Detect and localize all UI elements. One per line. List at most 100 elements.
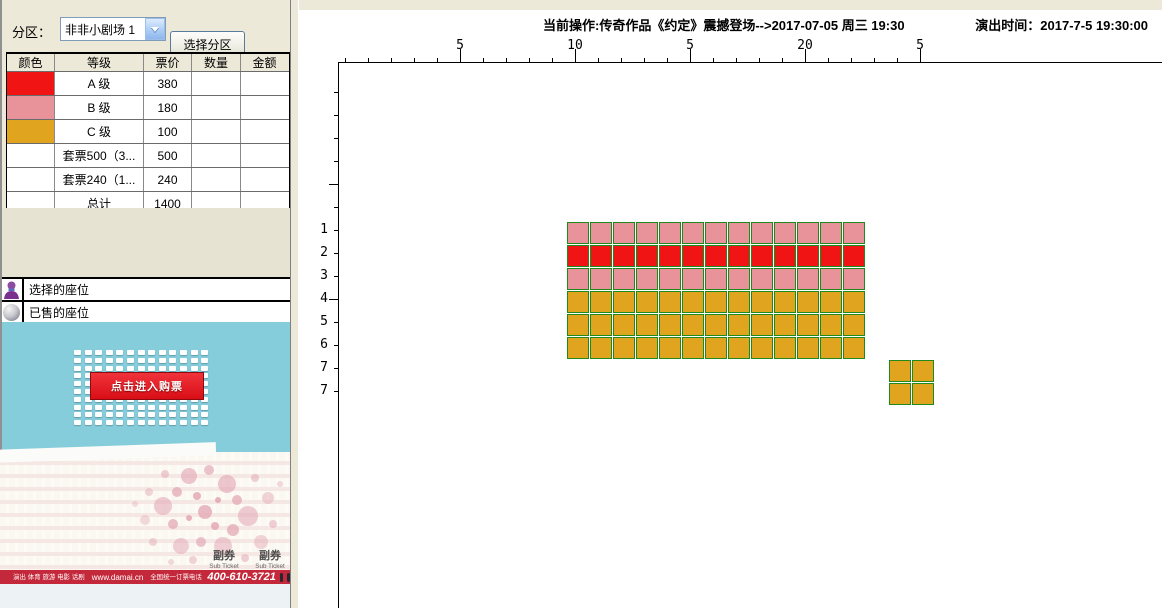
seat[interactable] <box>705 314 727 336</box>
promo-dot <box>127 404 134 410</box>
seat[interactable] <box>820 291 842 313</box>
seat[interactable] <box>613 314 635 336</box>
promo-dot <box>190 412 198 418</box>
seat[interactable] <box>567 245 589 267</box>
table-row: 套票500（3... 500 <box>7 143 289 167</box>
seat[interactable] <box>774 222 796 244</box>
seat[interactable] <box>613 291 635 313</box>
seat[interactable] <box>682 268 704 290</box>
seat[interactable] <box>820 245 842 267</box>
seat[interactable] <box>751 291 773 313</box>
seat[interactable] <box>613 222 635 244</box>
seat[interactable] <box>590 314 612 336</box>
seat[interactable] <box>774 337 796 359</box>
seat[interactable] <box>590 291 612 313</box>
seat[interactable] <box>797 268 819 290</box>
seat[interactable] <box>843 291 865 313</box>
seat[interactable] <box>636 337 658 359</box>
seat[interactable] <box>728 291 750 313</box>
seat[interactable] <box>820 268 842 290</box>
seat[interactable] <box>567 222 589 244</box>
seat[interactable] <box>774 245 796 267</box>
seat[interactable] <box>797 314 819 336</box>
dropdown-arrow-button[interactable] <box>145 18 165 40</box>
top-ruler-label: 10 <box>567 38 583 53</box>
seat[interactable] <box>751 314 773 336</box>
seat[interactable] <box>682 314 704 336</box>
enter-purchase-button[interactable]: 点击进入购票 <box>90 372 204 400</box>
partition-row: 分区： 非非小剧场 1 选择分区 <box>0 14 290 58</box>
seat[interactable] <box>843 314 865 336</box>
seat[interactable] <box>912 360 934 382</box>
seat[interactable] <box>797 337 819 359</box>
seat[interactable] <box>682 337 704 359</box>
seat[interactable] <box>590 337 612 359</box>
seat[interactable] <box>774 314 796 336</box>
seat[interactable] <box>705 337 727 359</box>
seat[interactable] <box>682 222 704 244</box>
promo-dot <box>148 365 156 371</box>
seat[interactable] <box>843 245 865 267</box>
seat[interactable] <box>659 291 681 313</box>
seat[interactable] <box>843 268 865 290</box>
seat[interactable] <box>705 268 727 290</box>
seat[interactable] <box>889 360 911 382</box>
promo-dot <box>95 404 103 410</box>
seat[interactable] <box>774 268 796 290</box>
seat[interactable] <box>682 245 704 267</box>
seat[interactable] <box>590 222 612 244</box>
seat[interactable] <box>659 245 681 267</box>
left-ruler-line <box>338 62 339 608</box>
seat[interactable] <box>728 245 750 267</box>
row-label: 2 <box>320 245 328 260</box>
seat[interactable] <box>636 314 658 336</box>
seat[interactable] <box>728 222 750 244</box>
seat[interactable] <box>567 314 589 336</box>
promo-dot <box>84 396 92 402</box>
seat[interactable] <box>613 268 635 290</box>
seat[interactable] <box>751 337 773 359</box>
seat[interactable] <box>659 268 681 290</box>
seat[interactable] <box>774 291 796 313</box>
seat[interactable] <box>567 291 589 313</box>
seat[interactable] <box>636 245 658 267</box>
seat[interactable] <box>889 383 911 405</box>
sidebar-splitter[interactable] <box>290 0 299 608</box>
seat[interactable] <box>820 314 842 336</box>
seat[interactable] <box>797 222 819 244</box>
seat[interactable] <box>751 268 773 290</box>
seat[interactable] <box>567 268 589 290</box>
seat[interactable] <box>820 337 842 359</box>
seat[interactable] <box>705 291 727 313</box>
seat[interactable] <box>682 291 704 313</box>
seat[interactable] <box>659 222 681 244</box>
seat[interactable] <box>843 337 865 359</box>
seat[interactable] <box>613 337 635 359</box>
seat[interactable] <box>636 291 658 313</box>
seat[interactable] <box>728 314 750 336</box>
seat[interactable] <box>912 383 934 405</box>
seat[interactable] <box>843 222 865 244</box>
seat[interactable] <box>567 337 589 359</box>
seat[interactable] <box>820 222 842 244</box>
seat[interactable] <box>636 222 658 244</box>
partition-dropdown[interactable]: 非非小剧场 1 <box>60 17 166 41</box>
promo-banner[interactable]: 点击进入购票 <box>0 322 290 455</box>
seat[interactable] <box>705 245 727 267</box>
seat[interactable] <box>590 245 612 267</box>
seat[interactable] <box>751 222 773 244</box>
seat[interactable] <box>659 337 681 359</box>
sub-ticket-stub: 副券 Sub Ticket <box>202 547 246 570</box>
seat[interactable] <box>705 222 727 244</box>
seat[interactable] <box>728 337 750 359</box>
seat[interactable] <box>728 268 750 290</box>
footer-nav-links: 演出 体育 旅游 电影 话剧 <box>13 574 85 581</box>
seat[interactable] <box>590 268 612 290</box>
seat[interactable] <box>636 268 658 290</box>
seat[interactable] <box>613 245 635 267</box>
seat[interactable] <box>797 245 819 267</box>
seat[interactable] <box>751 245 773 267</box>
seat[interactable] <box>659 314 681 336</box>
seat[interactable] <box>797 291 819 313</box>
promo-dot <box>95 412 103 418</box>
